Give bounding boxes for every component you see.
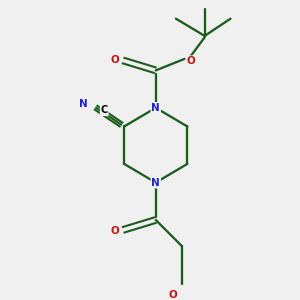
Text: O: O bbox=[110, 55, 119, 65]
Text: O: O bbox=[187, 56, 195, 66]
Text: C: C bbox=[100, 105, 108, 116]
Text: N: N bbox=[152, 178, 160, 188]
Text: N: N bbox=[79, 99, 87, 109]
Text: O: O bbox=[169, 290, 177, 300]
Text: O: O bbox=[110, 226, 119, 236]
Text: N: N bbox=[152, 103, 160, 113]
